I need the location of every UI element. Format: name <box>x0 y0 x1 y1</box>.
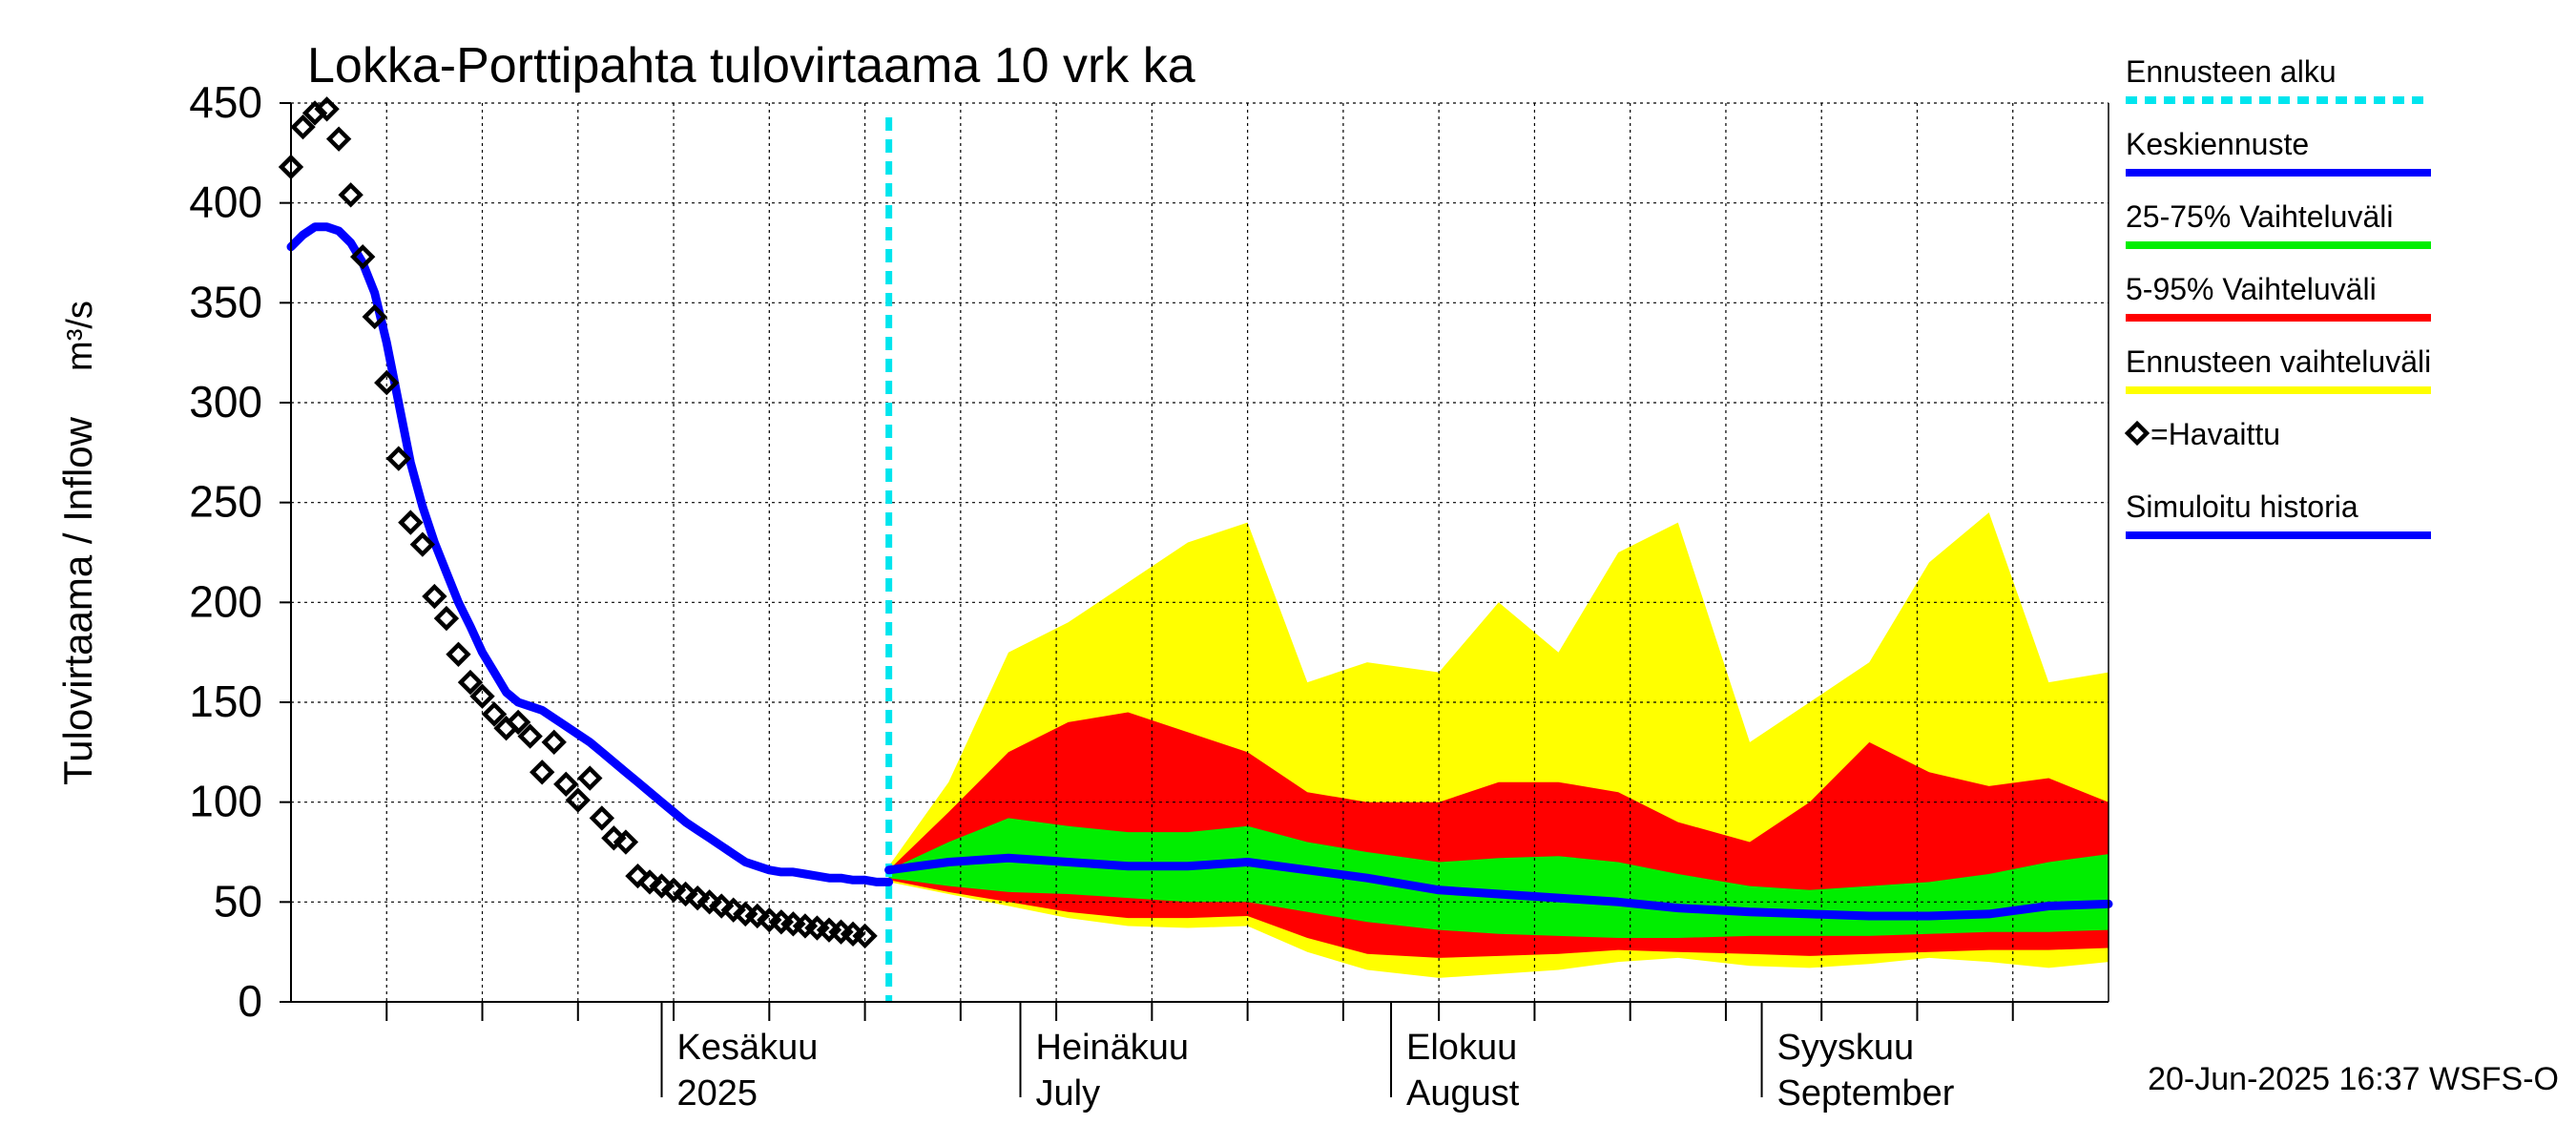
series-lines <box>286 117 2113 1002</box>
observed-point-15 <box>457 669 484 696</box>
legend-label-3: 5-95% Vaihteluväli <box>2126 272 2377 306</box>
observed-point-39 <box>744 903 770 929</box>
footer-timestamp: 20-Jun-2025 16:37 WSFS-O <box>2148 1061 2559 1097</box>
observed-point-25 <box>577 765 603 791</box>
observed-point-23 <box>553 771 579 798</box>
y-axis-label: Tulovirtaama / Inflow <box>55 416 100 785</box>
forecast-bands <box>888 512 2109 978</box>
legend: Ennusteen alku Keskiennuste 25-75% Vaihtel… <box>2124 54 2431 539</box>
observed-point-3 <box>314 96 340 122</box>
observed-point-28 <box>613 829 639 855</box>
observed-point-48 <box>852 923 878 949</box>
observed-point-37 <box>720 897 746 923</box>
observed-point-35 <box>696 889 722 915</box>
x-month-label-2: Elokuu <box>1406 1028 1517 1068</box>
observed-point-9 <box>385 446 411 471</box>
x-month-sublabel-0: 2025 <box>677 1073 758 1114</box>
observed-point-1 <box>290 114 316 140</box>
observed-point-2 <box>301 100 328 126</box>
observed-point-33 <box>673 881 698 907</box>
observed-point-34 <box>684 885 711 911</box>
observed-point-21 <box>530 760 555 785</box>
observed-point-24 <box>565 787 591 813</box>
legend-label-1: Keskiennuste <box>2126 127 2309 161</box>
x-month-label-0: Kesäkuu <box>677 1028 819 1068</box>
legend-label-6: Simuloitu historia <box>2126 489 2358 524</box>
legend-marker-5 <box>2124 420 2150 447</box>
observed-point-22 <box>541 729 567 756</box>
series-line-0 <box>286 222 894 886</box>
observed-point-26 <box>589 805 615 831</box>
legend-label-4: Ennusteen vaihteluväli <box>2126 344 2431 379</box>
observed-point-7 <box>362 303 387 330</box>
axes: 0 50 100 150 200 250 300 350 400 450 Kesäkuu 2025 He… <box>189 77 2109 1114</box>
y-tick-label-2: 100 <box>189 777 262 826</box>
band-2 <box>888 818 2109 938</box>
observed-point-19 <box>505 709 531 736</box>
y-tick-label-7: 350 <box>189 277 262 326</box>
observed-point-32 <box>660 877 687 903</box>
x-month-sublabel-2: August <box>1406 1073 1520 1114</box>
observed-point-10 <box>398 510 424 535</box>
observed-point-29 <box>625 863 651 889</box>
observed-markers <box>278 96 878 949</box>
y-tick-label-1: 50 <box>214 876 262 926</box>
y-tick-label-4: 200 <box>189 576 262 626</box>
observed-point-16 <box>469 683 495 709</box>
x-month-sublabel-1: July <box>1036 1073 1101 1114</box>
grid <box>291 102 2109 1002</box>
x-month-label-3: Syyskuu <box>1777 1028 1915 1068</box>
legend-label-0: Ennusteen alku <box>2126 54 2337 89</box>
y-tick-label-9: 450 <box>189 77 262 127</box>
y-tick-label-6: 300 <box>189 377 262 427</box>
observed-point-11 <box>409 531 436 557</box>
y-tick-label-8: 400 <box>189 177 262 227</box>
observed-point-17 <box>481 701 508 727</box>
observed-point-20 <box>517 723 543 749</box>
observed-point-30 <box>636 869 663 895</box>
y-tick-label-5: 250 <box>189 477 262 527</box>
y-axis-unit: m³/s <box>60 301 100 371</box>
x-month-label-1: Heinäkuu <box>1036 1028 1190 1068</box>
chart-title: Lokka-Porttipahta tulovirtaama 10 vrk ka <box>307 38 1195 94</box>
observed-point-6 <box>350 244 376 270</box>
x-month-sublabel-3: September <box>1777 1073 1955 1114</box>
observed-point-14 <box>446 641 471 667</box>
y-tick-label-3: 150 <box>189 677 262 726</box>
observed-point-5 <box>338 182 364 208</box>
observed-point-36 <box>709 893 735 919</box>
y-tick-label-0: 0 <box>238 976 262 1026</box>
legend-label-5: =Havaittu <box>2150 417 2280 451</box>
observed-point-4 <box>325 126 352 152</box>
observed-point-31 <box>649 873 675 899</box>
observed-point-8 <box>374 369 400 396</box>
observed-point-27 <box>601 825 627 851</box>
observed-point-13 <box>433 605 460 632</box>
legend-label-2: 25-75% Vaihteluväli <box>2126 199 2393 234</box>
series-line-1 <box>884 853 2113 921</box>
observed-point-12 <box>422 583 447 610</box>
